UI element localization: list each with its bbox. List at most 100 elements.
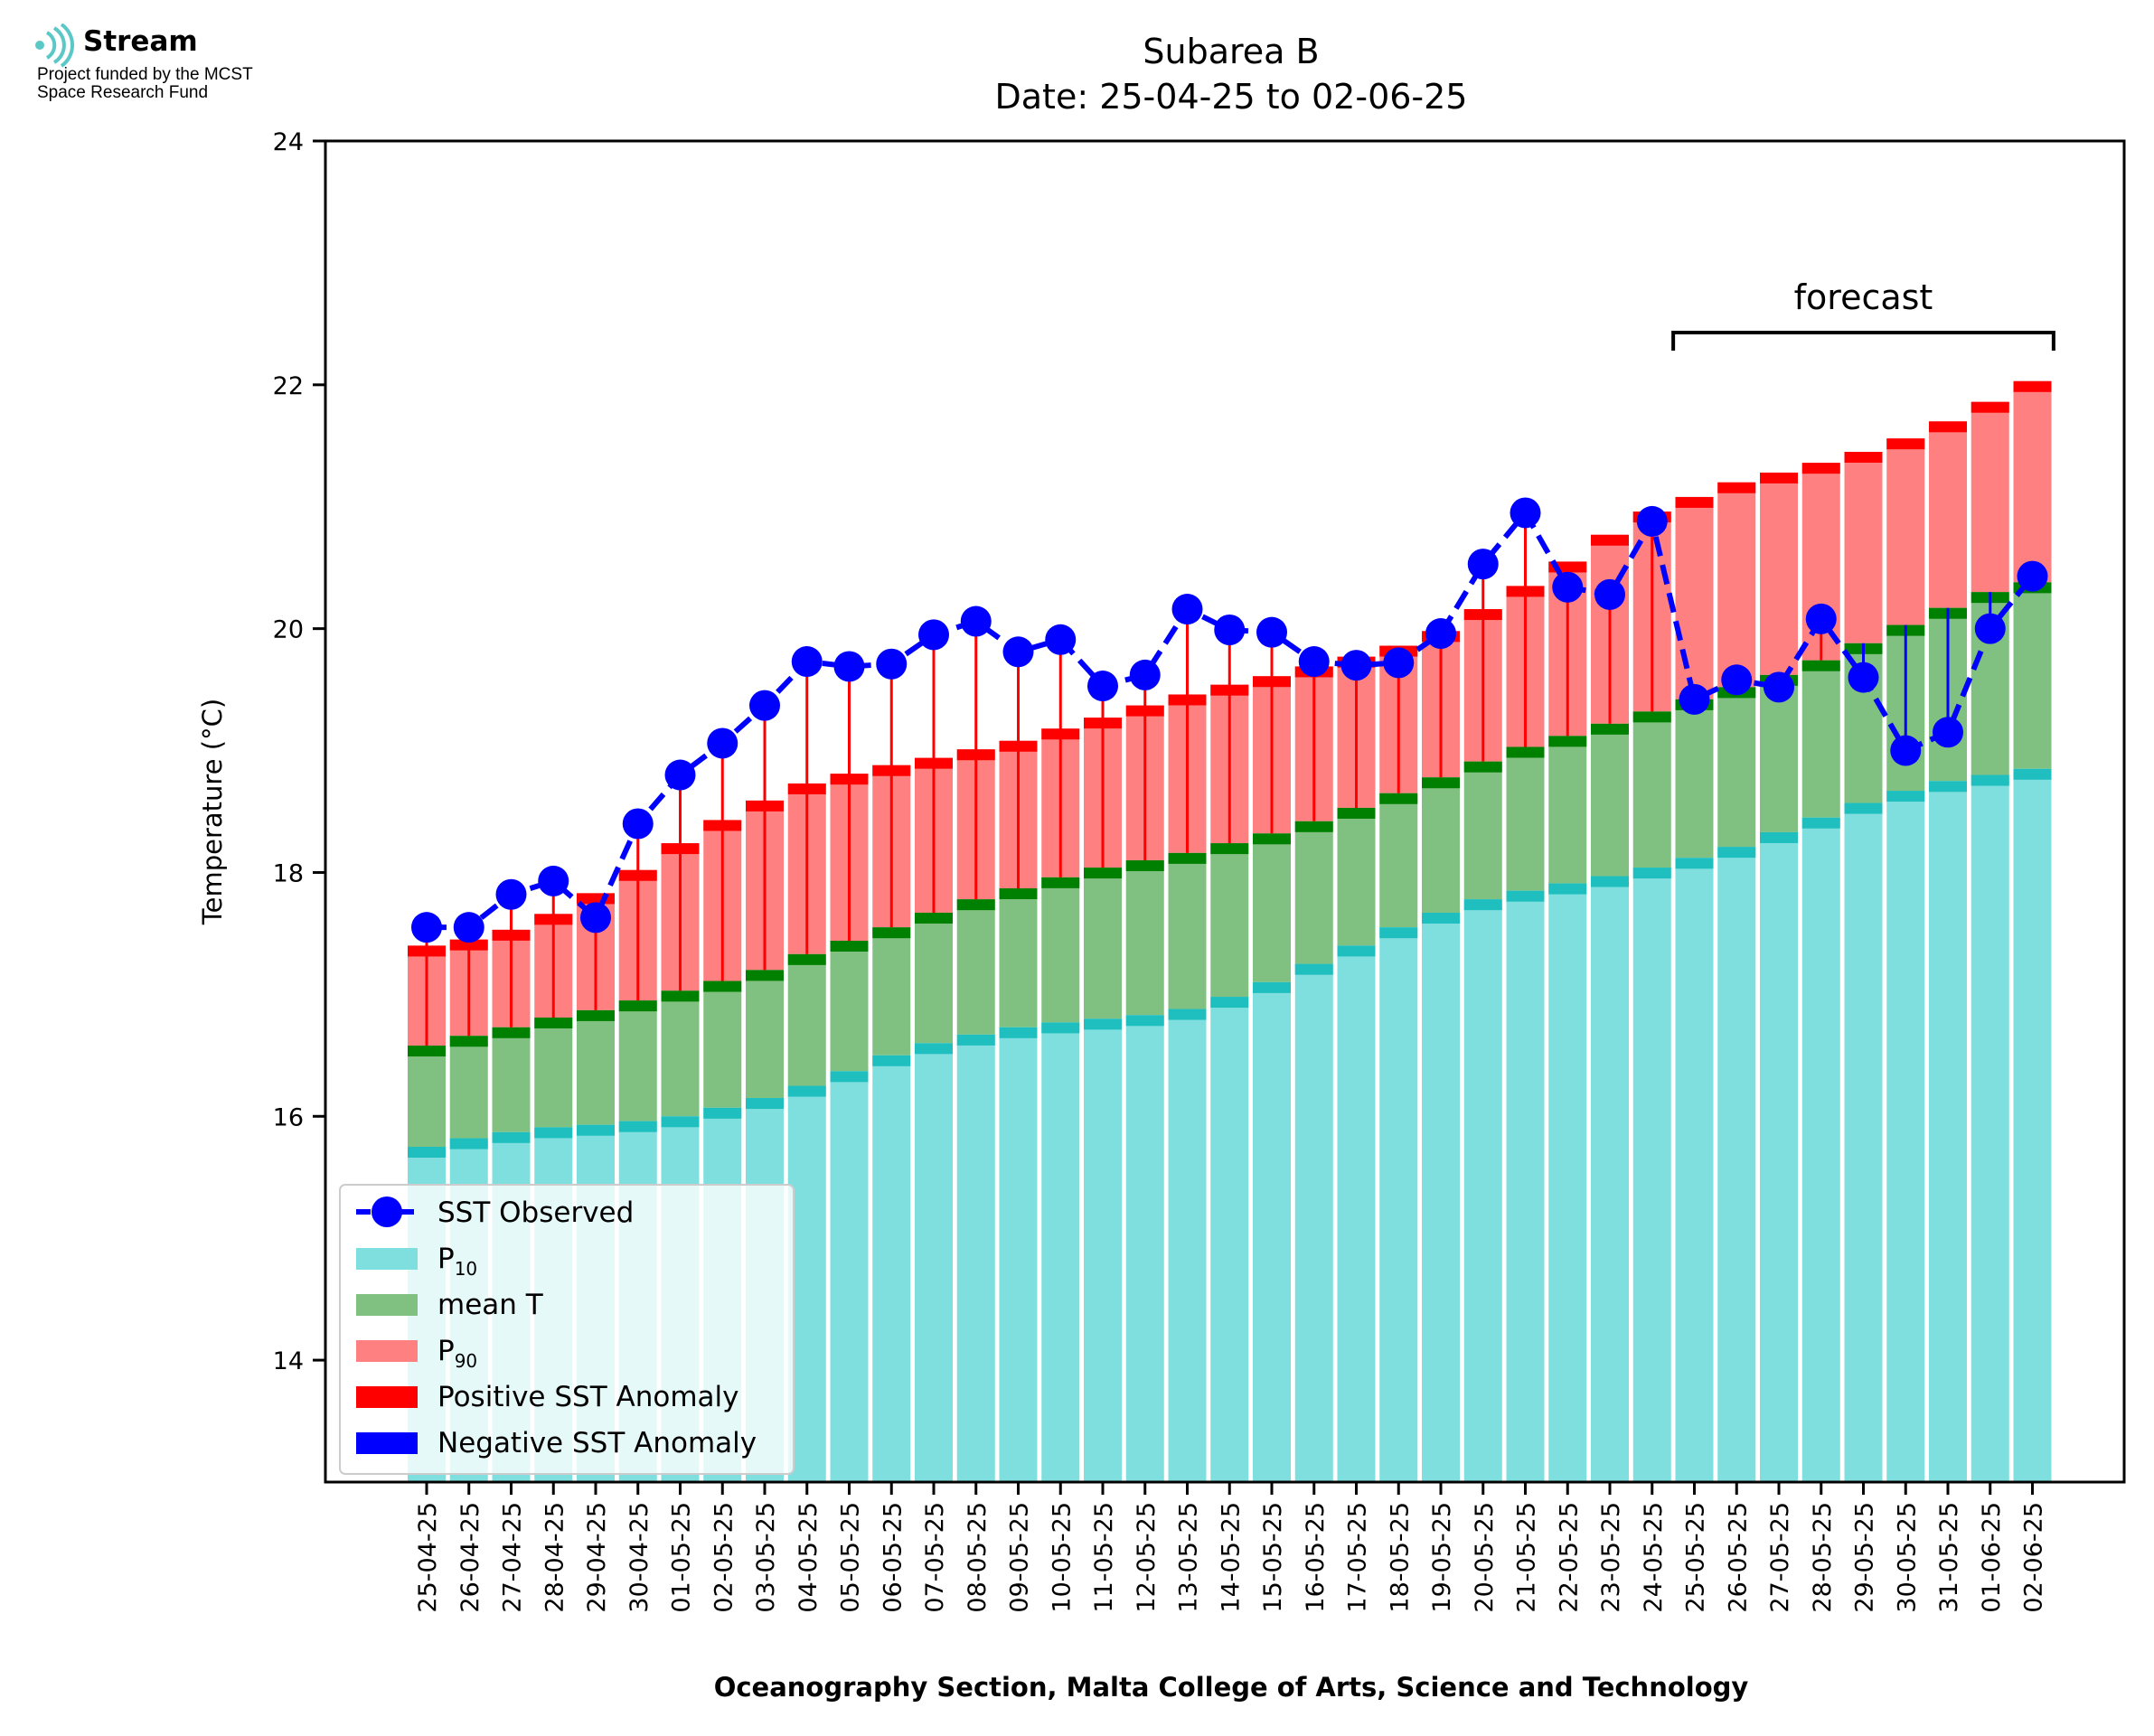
p10-cap [1253,981,1291,993]
bar-group-11-05-25 [1084,718,1122,1482]
observed-point-08-05-25 [960,605,992,637]
x-tick-label: 05-05-25 [837,1502,865,1613]
p90-bar [1717,482,1756,688]
observed-point-14-05-25 [1214,614,1246,645]
p10-cap [1760,831,1798,843]
p10-cap [1548,883,1587,895]
bar-group-06-05-25 [872,765,911,1482]
p10-cap [661,1116,700,1128]
bar-group-25-05-25 [1675,496,1714,1482]
mean-cap [577,1009,615,1021]
observed-point-25-05-25 [1679,683,1710,715]
p10-bar [1844,802,1883,1482]
mean-bar [1632,711,1671,868]
logo-name: Stream [83,25,198,58]
legend-mean-swatch [356,1294,418,1316]
p10-cap [1210,997,1249,1009]
p10-bar [1632,868,1671,1482]
observed-point-12-05-25 [1129,659,1161,690]
p90-cap [1591,534,1629,546]
p10-bar [1168,1009,1207,1482]
observed-point-04-05-25 [791,646,823,678]
mean-bar [1675,699,1714,859]
p10-bar [872,1055,911,1482]
mean-cap [1548,736,1587,747]
mean-bar [787,953,826,1086]
mean-bar [618,1000,657,1121]
observed-point-07-05-25 [918,619,949,651]
observed-point-01-05-25 [664,759,696,791]
bar-group-21-05-25 [1506,586,1545,1482]
mean-bar [492,1027,531,1132]
p10-cap [618,1121,657,1132]
mean-cap [915,912,953,924]
bar-group-09-05-25 [999,740,1038,1482]
x-tick-label: 08-05-25 [964,1502,992,1613]
forecast-bracket: forecast [1671,277,2055,351]
bar-group-19-05-25 [1422,631,1460,1482]
x-tick-label: 21-05-25 [1513,1502,1541,1613]
p10-cap [1717,847,1756,859]
x-tick-label: 30-05-25 [1893,1502,1921,1613]
mean-cap [661,990,700,1002]
p10-cap [534,1127,573,1139]
mean-cap [830,941,869,952]
legend-p10-swatch [356,1248,418,1270]
x-tick-label: 26-05-25 [1724,1502,1752,1613]
x-tick-label: 02-06-25 [2020,1502,2048,1613]
x-tick-label: 28-04-25 [541,1502,569,1613]
observed-point-20-05-25 [1467,549,1499,580]
mean-cap [999,887,1038,899]
p10-bar [1801,817,1840,1482]
p10-cap [956,1034,995,1046]
p10-bar [1422,912,1460,1482]
x-axis: 25-04-25 26-04-25 27-04-25 28-04-25 29-04-25… [414,1482,2048,1613]
p10-bar [1929,781,1967,1482]
p10-cap [1506,890,1545,902]
observed-point-03-05-25 [749,690,780,721]
p10-bar [1084,1018,1122,1482]
x-tick-label: 28-05-25 [1809,1502,1837,1613]
observed-point-13-05-25 [1171,594,1203,625]
mean-bar [956,899,995,1035]
p10-bar [1379,927,1418,1482]
bar-group-02-06-25 [2013,380,2052,1482]
mean-cap [1463,761,1502,773]
p90-bar [1844,452,1883,643]
p10-bar [1675,858,1714,1482]
x-tick-label: 29-04-25 [583,1502,611,1613]
p90-bar [2013,380,2052,583]
observed-point-29-05-25 [1848,662,1879,693]
x-tick-label: 31-05-25 [1935,1502,1963,1613]
x-tick-label: 09-05-25 [1006,1502,1034,1613]
p90-cap [1760,472,1798,483]
mean-bar [1463,761,1502,900]
mean-cap [1210,843,1249,855]
p10-bar [1506,890,1545,1482]
observed-point-16-05-25 [1298,646,1330,678]
observed-point-22-05-25 [1552,571,1584,603]
mean-cap [1801,660,1840,671]
bar-group-12-05-25 [1125,705,1164,1482]
chart-subtitle: Date: 25-04-25 to 02-06-25 [995,77,1468,117]
x-tick-label: 02-05-25 [710,1502,738,1613]
p10-cap [1294,963,1333,975]
p10-bar [1125,1015,1164,1482]
mean-bar [408,1046,446,1147]
observed-point-30-04-25 [622,808,654,840]
p10-cap [1463,899,1502,911]
mean-bar [1168,852,1207,1009]
p10-cap [1125,1015,1164,1027]
logo-funding-line-2: Space Research Fund [37,83,209,102]
y-tick-label: 20 [273,616,304,644]
mean-cap [1041,877,1080,888]
mean-bar [534,1017,573,1128]
x-tick-label: 12-05-25 [1133,1502,1161,1613]
observed-point-02-06-25 [2017,560,2048,592]
mean-cap [618,1000,657,1012]
p90-bar [1675,496,1714,699]
p10-cap [1801,817,1840,829]
p10-cap [872,1055,911,1066]
mean-cap [1294,821,1333,832]
